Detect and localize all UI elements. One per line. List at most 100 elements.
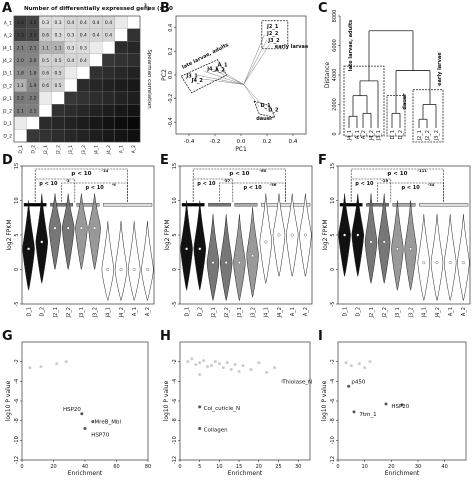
- dendro-ytick-label: 6000: [332, 39, 338, 52]
- heatmap-value: 2.1: [29, 45, 36, 51]
- scatter-point: [83, 427, 87, 431]
- heatmap-cell: [127, 41, 141, 54]
- violin-median-dot: [145, 268, 149, 271]
- heatmap-cell: [127, 78, 141, 92]
- violin-group-bar: [208, 203, 231, 207]
- scatter-point: [257, 361, 261, 365]
- heatmap-cell: [102, 104, 115, 117]
- pca-point-label: D_2: [268, 108, 279, 114]
- heatmap-value: 3.2: [29, 33, 36, 39]
- heatmap-cell: [127, 53, 141, 67]
- pca-point-label: J4_2: [191, 78, 204, 84]
- violin-median-dot: [395, 247, 399, 251]
- violin-ylabel: log2 FPKM: [164, 219, 171, 250]
- heatmap-title-close: ): [147, 6, 150, 12]
- violin-category-label: J2_2: [382, 307, 388, 318]
- scatter-ytick-label: -8: [172, 418, 178, 423]
- violin-A_2: [457, 214, 470, 302]
- scatter-ytick-label: -2: [330, 359, 336, 364]
- scatter-ytick-label: -8: [14, 418, 20, 423]
- dendro-ytick-label: 8000: [332, 10, 338, 23]
- violin-category-label: D_2: [356, 307, 362, 317]
- pca-group-label: early larvae: [275, 44, 309, 50]
- scatter-xtick-label: 10: [216, 464, 222, 470]
- pca-point-label: J2_1: [266, 24, 279, 30]
- heatmap-cell: [114, 28, 128, 42]
- scatter-ytick-label: -4: [14, 379, 20, 384]
- scatter-point: [221, 366, 225, 370]
- dendro-group-label: late larvae, adults: [348, 20, 354, 71]
- heatmap-value: 3.2: [29, 20, 36, 26]
- scatter-point: [28, 366, 32, 370]
- scatter-ytick-label: -8: [330, 418, 336, 423]
- violin-group-bar: [181, 203, 205, 207]
- scatter-xtick-label: 40: [82, 464, 88, 470]
- violin-category-label: J2_2: [66, 307, 72, 318]
- heatmap-cell: [114, 41, 128, 54]
- pca-ray: [196, 74, 244, 85]
- scatter-ytick-label: -10: [330, 436, 336, 444]
- dendro-leaf-label: A_1: [355, 130, 361, 139]
- pvalue-text: p < 10: [197, 181, 216, 187]
- scatter-point: [210, 364, 214, 368]
- violin-median-dot: [277, 233, 281, 237]
- violin-ytick-label: 15: [172, 163, 178, 169]
- heatmap-value: 1.8: [29, 71, 36, 77]
- violin-J4_1: [259, 193, 272, 285]
- pca-ytick-label: -0.2: [168, 94, 174, 104]
- violin-category-label: J2_1: [211, 307, 217, 318]
- scatter-point: [400, 403, 404, 407]
- violin-ytick-label: 10: [172, 197, 178, 203]
- heatmap-cell: [64, 104, 78, 117]
- pca-point-label: J3_1: [185, 73, 198, 79]
- dendro-ylabel: Distance: [324, 62, 331, 89]
- dendro-group-label: early larvae: [437, 52, 443, 86]
- heatmap-row-label: J3_2: [2, 83, 12, 89]
- violin-category-label: J3_2: [250, 307, 256, 318]
- scatter-ylabel: log10 P value: [321, 380, 328, 421]
- violin-median-dot: [53, 226, 57, 230]
- heatmap-cell: [127, 28, 141, 42]
- scatter-ytick-label: -10: [14, 436, 20, 444]
- violin-J4_2: [114, 221, 128, 302]
- scatter-ytick-label: -4: [330, 379, 336, 384]
- heatmap-value: 0.3: [80, 45, 87, 51]
- pca-ytick-label: 0.0: [168, 71, 174, 79]
- heatmap-row-label: J4_2: [2, 58, 12, 64]
- violin-category-label: D_2: [198, 307, 204, 317]
- scatter-annotation: MreB_Mbl: [94, 420, 121, 426]
- heatmap-value: 2.1: [29, 108, 36, 114]
- heatmap-cell: [26, 129, 40, 143]
- scatter-xtick-label: 60: [113, 464, 119, 470]
- pvalue-text: p < 10: [39, 181, 58, 187]
- violin-category-label: J4_2: [277, 307, 283, 318]
- pca-box-early: [261, 20, 289, 50]
- heatmap-cell: [89, 66, 103, 80]
- scatter-annotation: p450: [351, 379, 365, 385]
- scatter-xtick-label: 20: [256, 464, 262, 470]
- heatmap-value: 0.4: [67, 58, 74, 64]
- violin-category-label: A_1: [290, 307, 296, 316]
- heatmap-row-label: J4_1: [2, 46, 12, 52]
- pca-xtick-label: -0.4: [184, 139, 195, 145]
- pca-box-late: [180, 59, 228, 94]
- heatmap-cell: [127, 91, 141, 105]
- heatmap-col-label: D_2: [30, 145, 36, 154]
- heatmap-cell: [51, 91, 65, 105]
- dendro-leaf-label: D_1: [390, 130, 396, 140]
- heatmap-value: 0.5: [42, 58, 49, 64]
- heatmap-cell: [114, 66, 128, 80]
- pvalue-bracket: [350, 178, 392, 202]
- scatter-xtick-label: 0: [178, 464, 181, 470]
- heatmap-col-label: A_2: [131, 145, 137, 153]
- violin-J3_2: [88, 193, 101, 271]
- scatter-point: [198, 372, 202, 376]
- pca-xlabel: PC1: [235, 146, 247, 153]
- pvalue-text: p < 10: [401, 185, 420, 191]
- scatter-point: [265, 370, 269, 374]
- violin-group-bar: [102, 203, 153, 207]
- scatter-annotation: 7tm_1: [359, 412, 376, 418]
- violin-category-label: J2_2: [224, 307, 230, 318]
- heatmap-col-label: J3_1: [68, 145, 74, 155]
- heatmap-cell: [76, 78, 90, 92]
